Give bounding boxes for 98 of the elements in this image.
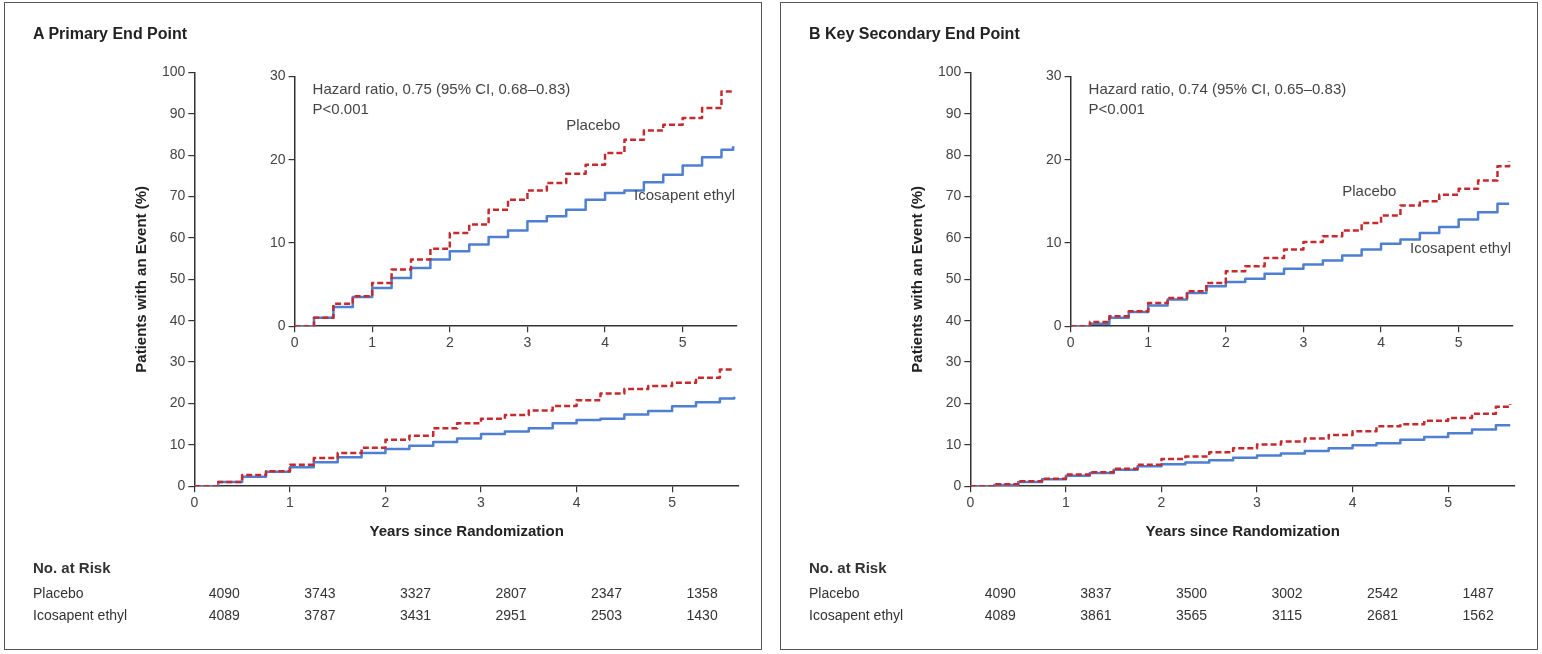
text: 2542 — [1366, 585, 1399, 601]
y-tick-label: 70 — [945, 187, 962, 204]
y-tick-label: 10 — [945, 435, 962, 452]
y-axis-title: Patients with an Event (%) — [132, 185, 150, 373]
y-tick-label: 20 — [169, 394, 186, 411]
y-tick-label: 0 — [177, 477, 186, 494]
x-tick-label: 0 — [966, 494, 975, 511]
y-tick-label: 0 — [1053, 317, 1062, 334]
text: 2681 — [1366, 607, 1399, 623]
text: Icosapent ethyl — [809, 607, 904, 623]
text: 3787 — [304, 607, 336, 623]
x-tick-label: 1 — [1144, 334, 1153, 351]
y-tick-label: 30 — [269, 67, 286, 84]
text: 4090 — [984, 585, 1016, 601]
x-axis-title: Years since Randomization — [1145, 522, 1340, 540]
y-tick-label: 30 — [945, 352, 962, 369]
text: 3115 — [1271, 607, 1303, 623]
x-tick-label: 3 — [477, 494, 486, 511]
text: 1562 — [1462, 607, 1494, 623]
y-tick-label: 30 — [169, 352, 186, 369]
y-tick-label: 40 — [945, 311, 962, 328]
x-tick-label: 5 — [1454, 334, 1463, 351]
x-tick-label: 1 — [368, 334, 377, 351]
y-tick-label: 100 — [162, 63, 186, 80]
text: 1358 — [686, 585, 718, 601]
y-tick-label: 20 — [269, 150, 286, 167]
text: 3565 — [1175, 607, 1208, 623]
x-tick-label: 5 — [668, 494, 677, 511]
x-tick-label: 4 — [1348, 494, 1357, 511]
x-tick-label: 3 — [1253, 494, 1262, 511]
text: Placebo — [809, 585, 860, 601]
x-tick-label: 0 — [290, 334, 299, 351]
x-tick-label: 4 — [572, 494, 581, 511]
x-tick-label: 0 — [190, 494, 199, 511]
chart-title: A Primary End Point — [33, 25, 188, 43]
text: 2807 — [495, 585, 527, 601]
x-tick-label: 1 — [1062, 494, 1071, 511]
y-axis-title: Patients with an Event (%) — [908, 185, 926, 373]
x-tick-label: 2 — [1221, 334, 1230, 351]
series-label: Icosapent ethyl — [634, 186, 735, 204]
annotation: Hazard ratio, 0.75 (95% CI, 0.68–0.83) — [312, 80, 571, 98]
text: No. at Risk — [33, 559, 111, 576]
y-tick-label: 50 — [169, 270, 186, 287]
x-tick-label: 2 — [1157, 494, 1166, 511]
text: Icosapent ethyl — [33, 607, 128, 623]
x-tick-label: 5 — [1444, 494, 1453, 511]
text: 2503 — [590, 607, 623, 623]
x-tick-label: 4 — [1377, 334, 1386, 351]
y-tick-label: 10 — [269, 233, 286, 250]
y-tick-label: 10 — [169, 435, 186, 452]
series-label: Placebo — [1342, 182, 1397, 200]
x-tick-label: 2 — [381, 494, 390, 511]
y-tick-label: 80 — [945, 146, 962, 163]
x-tick-label: 3 — [523, 334, 532, 351]
text: 3861 — [1080, 607, 1112, 623]
y-tick-label: 90 — [169, 104, 186, 121]
x-tick-label: 2 — [445, 334, 454, 351]
annotation: Hazard ratio, 0.74 (95% CI, 0.65–0.83) — [1088, 80, 1347, 98]
chart-title: B Key Secondary End Point — [809, 25, 1020, 43]
text: 4090 — [208, 585, 240, 601]
text: 1487 — [1462, 585, 1494, 601]
text: No. at Risk — [809, 559, 887, 576]
text: 3837 — [1080, 585, 1112, 601]
series-label: Placebo — [566, 116, 621, 134]
y-tick-label: 100 — [938, 63, 962, 80]
text: 3002 — [1271, 585, 1303, 601]
text: 4089 — [208, 607, 240, 623]
x-tick-label: 4 — [601, 334, 610, 351]
text: Placebo — [33, 585, 84, 601]
y-tick-label: 60 — [169, 228, 186, 245]
series-label: Icosapent ethyl — [1410, 238, 1511, 256]
y-tick-label: 10 — [1045, 233, 1062, 250]
text: 3500 — [1175, 585, 1208, 601]
text: 3743 — [304, 585, 336, 601]
text: 3431 — [399, 607, 432, 623]
y-tick-label: 40 — [169, 311, 186, 328]
y-tick-label: 20 — [945, 394, 962, 411]
y-tick-label: 20 — [1045, 150, 1062, 167]
annotation: P<0.001 — [312, 100, 369, 118]
x-tick-label: 0 — [1066, 334, 1075, 351]
text: 3327 — [399, 585, 432, 601]
text: 4089 — [984, 607, 1016, 623]
x-tick-label: 5 — [678, 334, 687, 351]
y-tick-label: 50 — [945, 270, 962, 287]
text: 2951 — [495, 607, 527, 623]
y-tick-label: 70 — [169, 187, 186, 204]
x-tick-label: 1 — [286, 494, 295, 511]
y-tick-label: 0 — [277, 317, 286, 334]
y-tick-label: 60 — [945, 228, 962, 245]
y-tick-label: 90 — [945, 104, 962, 121]
y-tick-label: 30 — [1045, 67, 1062, 84]
y-tick-label: 80 — [169, 146, 186, 163]
x-tick-label: 3 — [1299, 334, 1308, 351]
y-tick-label: 0 — [953, 477, 962, 494]
text: 1430 — [686, 607, 718, 623]
annotation: P<0.001 — [1088, 100, 1145, 118]
x-axis-title: Years since Randomization — [369, 522, 564, 540]
text: 2347 — [590, 585, 623, 601]
